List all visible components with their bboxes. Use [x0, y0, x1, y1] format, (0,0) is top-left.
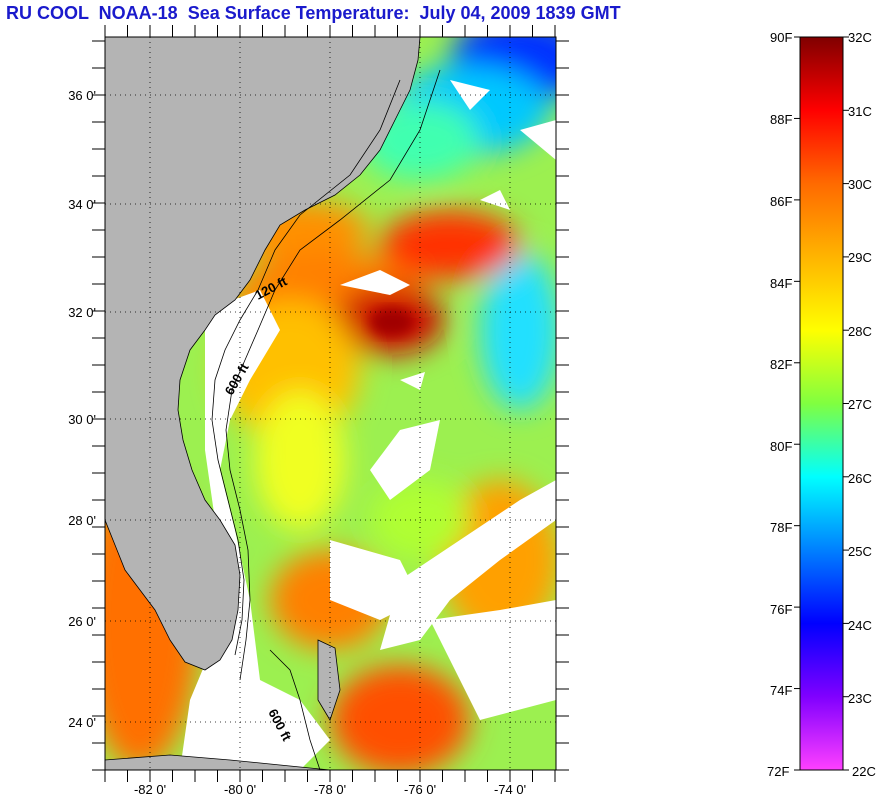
cb-c-25: 25C [848, 544, 872, 559]
sst-plot-area: 120 ft 600 ft 600 ft [105, 37, 556, 770]
colorbar-celsius-labels: 32C 31C 30C 29C 28C 27C 26C 25C 24C 23C … [848, 30, 876, 779]
lon-label-74: -74 0' [494, 782, 526, 797]
map-title: RU COOL NOAA-18 Sea Surface Temperature:… [6, 3, 621, 23]
cb-c-28: 28C [848, 324, 872, 339]
lat-label-34: 34 0' [68, 197, 96, 212]
cb-c-29: 29C [848, 250, 872, 265]
lat-label-24: 24 0' [68, 715, 96, 730]
cb-f-74: 74F [770, 683, 792, 698]
colorbar: 90F 88F 86F 84F 82F 80F 78F 76F 74F 72F … [767, 30, 876, 779]
lat-label-26: 26 0' [68, 614, 96, 629]
cb-c-32: 32C [848, 30, 872, 45]
contour-600ft-south [269, 649, 321, 770]
lon-label-80: -80 0' [224, 782, 256, 797]
cb-f-76: 76F [770, 602, 792, 617]
andros-island [317, 639, 341, 721]
cb-c-24: 24C [848, 618, 872, 633]
axis-ticks [92, 25, 569, 782]
cb-f-82: 82F [770, 357, 792, 372]
contour-600ft [225, 69, 441, 681]
cb-c-26: 26C [848, 471, 872, 486]
colorbar-ticks [794, 36, 849, 771]
cuba-land [105, 754, 331, 770]
longitude-axis: -82 0' -80 0' -78 0' -76 0' -74 0' [134, 782, 526, 797]
contour-120ft [211, 79, 401, 656]
cb-c-30: 30C [848, 177, 872, 192]
cb-f-84: 84F [770, 276, 792, 291]
lat-label-32: 32 0' [68, 305, 96, 320]
lat-label-30: 30 0' [68, 412, 96, 427]
cb-f-78: 78F [770, 520, 792, 535]
cb-f-86: 86F [770, 194, 792, 209]
cb-c-27: 27C [848, 397, 872, 412]
colorbar-gradient [799, 36, 844, 771]
cb-f-80: 80F [770, 439, 792, 454]
cb-c-23: 23C [848, 691, 872, 706]
cb-f-72: 72F [767, 764, 789, 779]
lon-label-78: -78 0' [314, 782, 346, 797]
cb-f-88: 88F [770, 112, 792, 127]
us-coastline-land [105, 37, 421, 671]
grid-lines [105, 37, 556, 770]
cb-c-22: 22C [852, 764, 876, 779]
lon-label-82: -82 0' [134, 782, 166, 797]
latitude-axis: 36 0' 34 0' 32 0' 30 0' 28 0' 26 0' 24 0… [68, 88, 96, 730]
colorbar-fahrenheit-labels: 90F 88F 86F 84F 82F 80F 78F 76F 74F 72F [767, 30, 792, 779]
cb-f-90: 90F [770, 30, 792, 45]
lat-label-28: 28 0' [68, 513, 96, 528]
lat-label-36: 36 0' [68, 88, 96, 103]
cb-c-31: 31C [848, 104, 872, 119]
lon-label-76: -76 0' [404, 782, 436, 797]
